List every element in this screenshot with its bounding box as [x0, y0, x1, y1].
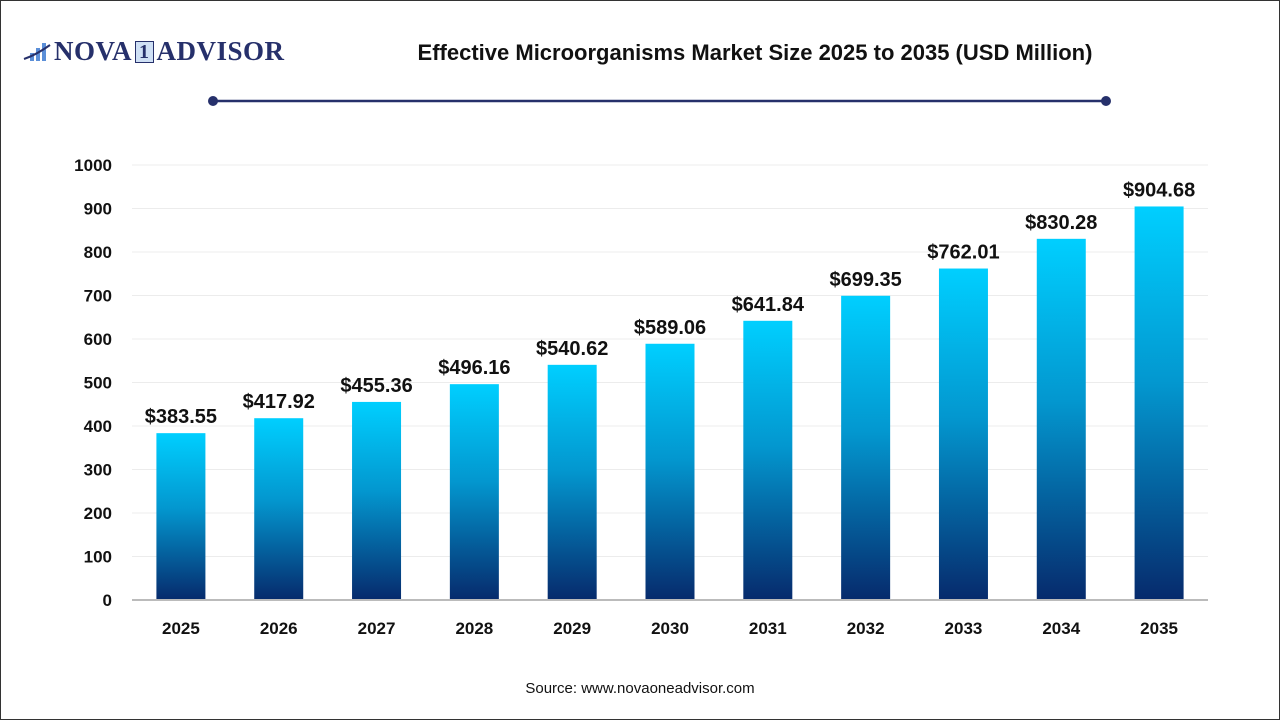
data-label: $762.01: [927, 242, 999, 264]
bar-2026: [254, 418, 304, 600]
x-tick-label: 2034: [1042, 619, 1080, 638]
x-tick-label: 2026: [260, 619, 298, 638]
x-tick-label: 2030: [651, 619, 689, 638]
logo-advisor: ADVISOR: [156, 36, 285, 66]
nova-advisor-logo: NOVA 1 ADVISOR: [22, 36, 285, 67]
y-tick-label: 500: [84, 374, 112, 393]
data-label: $540.62: [536, 338, 608, 360]
chart-title: Effective Microorganisms Market Size 202…: [417, 40, 1093, 65]
x-tick-label: 2025: [162, 619, 200, 638]
data-label: $830.28: [1025, 212, 1097, 234]
bar-2031: [743, 320, 793, 600]
bar-chart-logo-icon: [23, 42, 51, 61]
y-tick-label: 900: [84, 200, 112, 219]
bar-2029: [547, 364, 597, 600]
bar-2028: [449, 384, 499, 600]
x-tick-label: 2035: [1140, 619, 1178, 638]
bar-2025: [156, 433, 206, 600]
x-tick-label: 2028: [455, 619, 493, 638]
bar-2032: [841, 295, 891, 600]
y-tick-label: 800: [84, 243, 112, 262]
bar-2033: [938, 268, 988, 600]
bar-2035: [1134, 206, 1184, 600]
data-label: $641.84: [732, 294, 805, 316]
data-label: $904.68: [1123, 179, 1195, 201]
x-tick-label: 2032: [847, 619, 885, 638]
y-tick-label: 1000: [74, 156, 112, 175]
data-label: $589.06: [634, 317, 706, 339]
x-tick-label: 2027: [358, 619, 396, 638]
title-rule: [208, 96, 1111, 106]
data-label: $383.55: [145, 406, 217, 428]
y-tick-label: 400: [84, 417, 112, 436]
x-tick-label: 2031: [749, 619, 787, 638]
y-tick-label: 700: [84, 287, 112, 306]
y-tick-label: 300: [84, 461, 112, 480]
y-tick-label: 0: [103, 591, 112, 610]
data-label: $699.35: [829, 269, 901, 291]
bar-2034: [1036, 238, 1086, 601]
bar-2030: [645, 343, 695, 600]
x-tick-label: 2029: [553, 619, 591, 638]
logo-one: 1: [135, 40, 154, 63]
y-tick-label: 600: [84, 330, 112, 349]
source-note: Source: www.novaoneadvisor.com: [525, 680, 755, 697]
bar-2027: [352, 401, 402, 600]
y-tick-label: 200: [84, 504, 112, 523]
data-label: $455.36: [340, 375, 412, 397]
x-tick-label: 2033: [945, 619, 983, 638]
logo-nova: NOVA: [54, 36, 133, 66]
y-tick-label: 100: [84, 548, 112, 567]
data-label: $417.92: [243, 391, 315, 413]
data-label: $496.16: [438, 357, 510, 379]
